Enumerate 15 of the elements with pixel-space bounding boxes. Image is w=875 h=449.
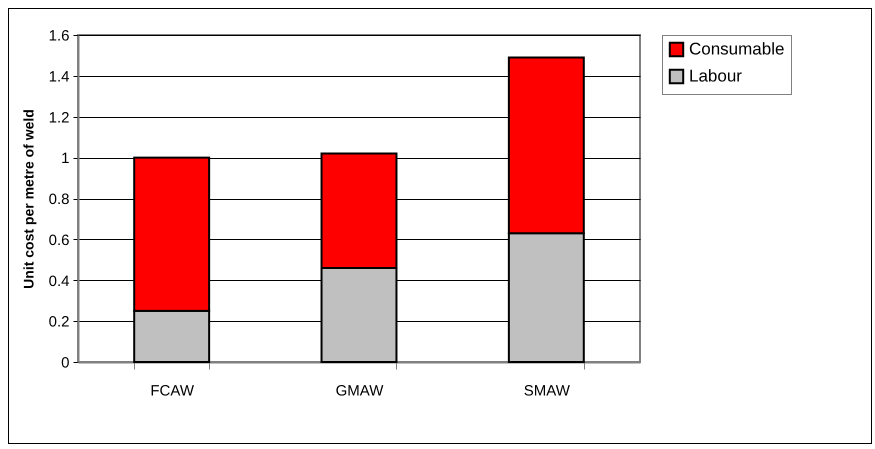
y-tick-label: 0.2 <box>48 314 70 331</box>
y-tick-label: 1 <box>61 150 70 168</box>
x-tick-label: GMAW <box>336 382 384 400</box>
y-tick-label: 0 <box>61 354 70 372</box>
legend-label: Consumable <box>689 40 784 58</box>
y-axis-title: Unit cost per metre of weld <box>20 109 37 289</box>
y-tick-label: 1.6 <box>48 28 70 44</box>
y-tick-label: 0.6 <box>48 232 70 249</box>
x-tick-label: FCAW <box>150 382 195 400</box>
y-tick-label: 1.2 <box>48 109 70 126</box>
y-tick-label: 0.8 <box>48 191 70 208</box>
x-tick-label: SMAW <box>524 382 571 400</box>
legend-label: Labour <box>689 66 742 86</box>
y-tick-label: 1.4 <box>48 68 70 86</box>
y-tick-label: 0.4 <box>48 272 70 290</box>
